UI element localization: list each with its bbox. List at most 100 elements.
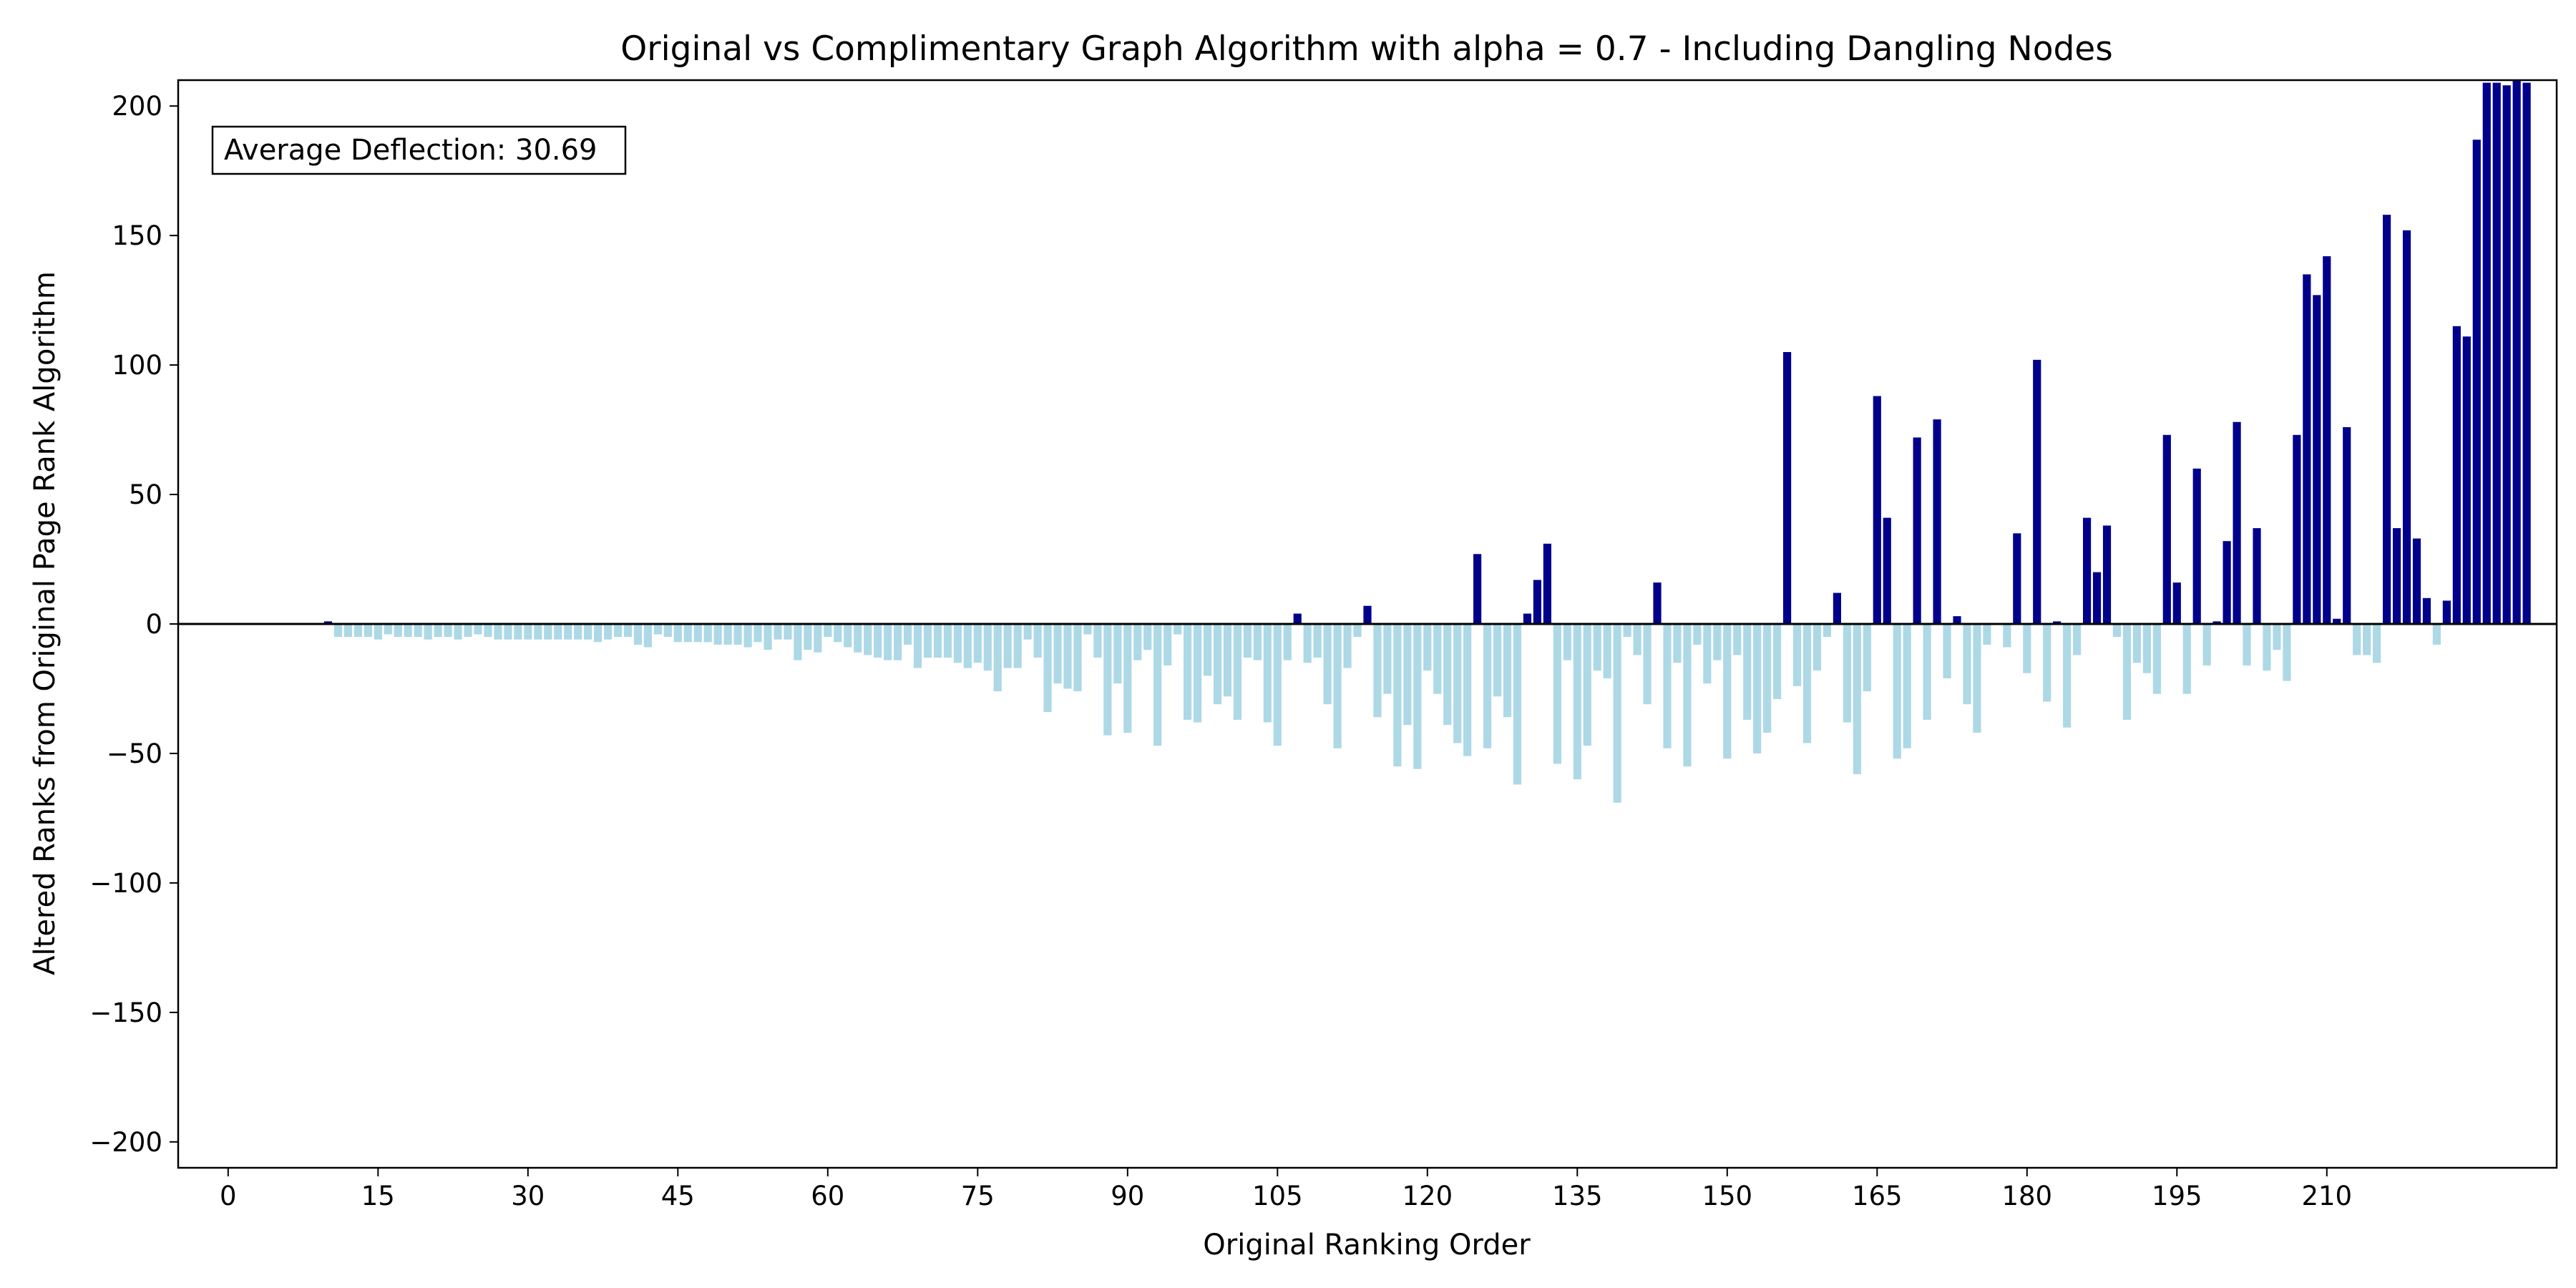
x-tick-label: 90 xyxy=(1111,1181,1144,1211)
bar xyxy=(2082,517,2092,624)
bar xyxy=(1383,624,1392,694)
bar xyxy=(1943,624,1951,678)
bar xyxy=(923,624,932,658)
bar xyxy=(713,624,722,645)
x-tick-label: 135 xyxy=(1552,1181,1603,1211)
bar xyxy=(1203,624,1212,676)
bar xyxy=(333,624,343,638)
bar xyxy=(1313,624,1322,658)
bar xyxy=(1273,624,1282,746)
bar xyxy=(504,624,512,640)
bar xyxy=(1333,624,1342,748)
bar xyxy=(2382,215,2391,624)
bar xyxy=(1243,624,1252,658)
bar xyxy=(613,624,623,638)
bar xyxy=(394,624,402,638)
bar xyxy=(464,624,472,638)
bar xyxy=(1833,592,1842,624)
bar xyxy=(633,624,643,645)
bar xyxy=(1303,624,1312,663)
bar xyxy=(434,624,442,638)
bar xyxy=(763,624,772,650)
y-axis-ticks: −200 −150 −100 −50 0 50 100 150 200 xyxy=(89,91,178,1158)
bar xyxy=(1933,419,1941,624)
bar xyxy=(693,624,702,643)
bar xyxy=(1184,624,1192,720)
bar xyxy=(1613,624,1621,803)
x-axis-ticks: 0 15 30 45 60 75 90 105 120 135 150 165 180 195 210 xyxy=(220,1168,2352,1211)
bar xyxy=(2152,624,2161,694)
bar xyxy=(1623,624,1631,638)
bar xyxy=(2363,624,2371,655)
bar xyxy=(703,624,712,643)
bar xyxy=(1483,624,1492,748)
bar xyxy=(2492,82,2501,625)
bar xyxy=(343,624,353,638)
bars-group xyxy=(323,80,2531,803)
plot-frame xyxy=(177,79,2558,1169)
bar xyxy=(1963,624,1971,705)
x-tick-label: 150 xyxy=(1702,1181,1752,1211)
bar xyxy=(1653,582,1662,624)
bar xyxy=(1903,624,1911,748)
bar xyxy=(993,624,1002,692)
y-axis-label: Altered Ranks from Original Page Rank Al… xyxy=(29,271,62,975)
bar xyxy=(824,624,832,638)
bar xyxy=(454,624,462,640)
bar xyxy=(1953,616,1961,624)
bar xyxy=(1563,624,1571,660)
x-tick-label: 30 xyxy=(511,1181,545,1211)
bar xyxy=(1133,624,1142,660)
bar xyxy=(1174,624,1182,635)
bar xyxy=(983,624,992,671)
bar xyxy=(1763,624,1772,733)
bar xyxy=(2102,525,2112,624)
bar xyxy=(864,624,872,655)
y-tick-label: −150 xyxy=(89,997,162,1028)
bar xyxy=(1983,624,1991,645)
bar xyxy=(804,624,812,650)
bar xyxy=(524,624,532,640)
bar xyxy=(2323,256,2331,625)
bar xyxy=(1743,624,1752,720)
bar xyxy=(1813,624,1822,671)
annotation-text: Average Deflection: 30.69 xyxy=(224,134,597,167)
bar xyxy=(1433,624,1442,694)
bar xyxy=(884,624,892,660)
bar xyxy=(1113,624,1122,684)
bar xyxy=(2353,624,2361,655)
bar xyxy=(2412,538,2421,624)
bar xyxy=(2432,624,2441,645)
chart-title: Original vs Complimentary Graph Algorith… xyxy=(620,29,2112,69)
bar xyxy=(2033,359,2041,624)
bar xyxy=(2522,82,2531,625)
bar xyxy=(2392,528,2401,624)
bar xyxy=(933,624,942,658)
bar xyxy=(1283,624,1292,660)
bar xyxy=(1163,624,1172,665)
bar xyxy=(364,624,372,638)
bar xyxy=(2063,624,2072,728)
bar xyxy=(1703,624,1712,684)
bar xyxy=(544,624,552,640)
bar xyxy=(2422,597,2431,624)
bar xyxy=(1063,624,1072,689)
bar xyxy=(1263,624,1272,723)
bar xyxy=(1923,624,1931,720)
bar xyxy=(1633,624,1641,655)
bar xyxy=(963,624,972,668)
bar xyxy=(554,624,562,640)
bar xyxy=(2452,326,2461,624)
bar xyxy=(1393,624,1402,767)
bar xyxy=(1423,624,1432,671)
annotation-box xyxy=(211,125,627,175)
bar xyxy=(2442,600,2451,624)
bar xyxy=(1153,624,1162,746)
x-tick-label: 75 xyxy=(961,1181,995,1211)
y-tick-label: −200 xyxy=(89,1127,162,1158)
bar xyxy=(2273,624,2281,650)
bar xyxy=(1843,624,1851,723)
bar xyxy=(1503,624,1512,718)
bar xyxy=(743,624,752,648)
